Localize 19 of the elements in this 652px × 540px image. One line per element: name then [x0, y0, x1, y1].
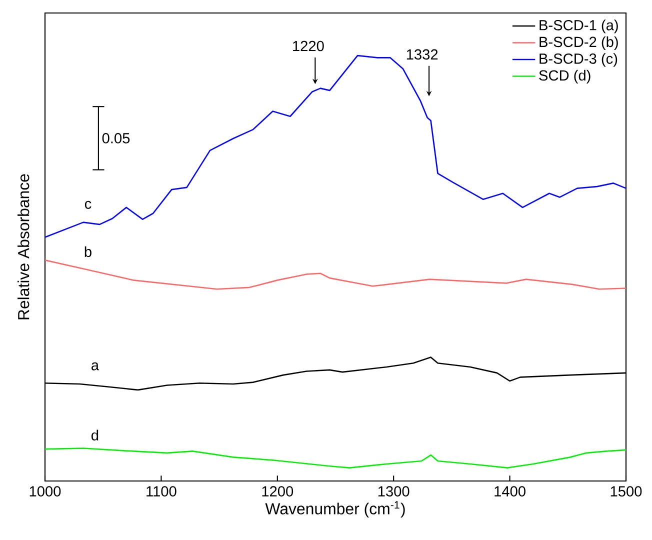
annotation: 0.05 — [102, 133, 130, 144]
annotation: d — [92, 430, 98, 440]
y-axis-title: Relative Absorbance — [18, 174, 30, 320]
annotation: b — [84, 246, 92, 258]
x-tick-label: 1200 — [262, 486, 294, 496]
legend-label: B-SCD-1 (a) — [540, 20, 618, 34]
legend-label: B-SCD-2 (b) — [540, 36, 618, 50]
legend-label: SCD (d) — [539, 70, 590, 84]
x-tick-label: 1000 — [30, 486, 61, 496]
legend-label: B-SCD-3 (c) — [540, 53, 618, 67]
x-tick-label: 1300 — [378, 486, 410, 496]
annotation: c — [84, 200, 92, 209]
text: 1220 — [293, 40, 324, 52]
annotation: 1332 — [406, 49, 438, 60]
annotation: a — [92, 362, 100, 370]
x-tick-label: 1500 — [610, 486, 642, 496]
x-tick-label: 1100 — [146, 486, 176, 496]
x-axis-title: Wavenumber (cm$^{-1}$) — [265, 501, 405, 518]
x-tick-label: 1400 — [494, 486, 526, 496]
